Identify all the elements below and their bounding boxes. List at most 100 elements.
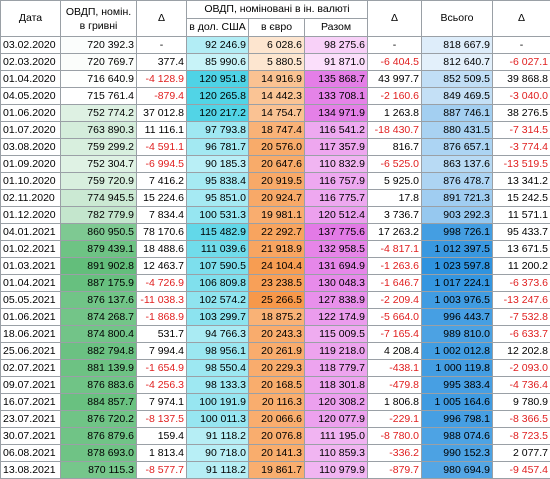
eur-cell: 20 919.5 <box>249 173 305 190</box>
delta-fx-cell: -438.1 <box>368 360 422 377</box>
total-cell: 812 640.7 <box>422 54 493 71</box>
delta-uah-cell: -8 137.5 <box>137 411 187 428</box>
uah-cell: 759 299.2 <box>61 139 137 156</box>
delta-total-cell: -6 373.6 <box>493 275 550 292</box>
delta-fx-cell: 1 806.8 <box>368 394 422 411</box>
eur-cell: 20 076.8 <box>249 428 305 445</box>
delta-uah-cell: - <box>137 37 187 54</box>
delta-fx-cell: -336.2 <box>368 445 422 462</box>
usd-cell: 115 482.9 <box>187 224 249 241</box>
delta-uah-cell: 7 416.2 <box>137 173 187 190</box>
usd-cell: 90 185.3 <box>187 156 249 173</box>
usd-cell: 91 118.2 <box>187 428 249 445</box>
fx-total-cell: 117 357.9 <box>305 139 368 156</box>
delta-total-cell: -13 247.6 <box>493 292 550 309</box>
date-cell: 18.06.2021 <box>1 326 61 343</box>
delta-uah-cell: -4 591.1 <box>137 139 187 156</box>
usd-cell: 100 011.3 <box>187 411 249 428</box>
delta-uah-cell: 159.4 <box>137 428 187 445</box>
usd-cell: 106 809.8 <box>187 275 249 292</box>
eur-cell: 20 168.5 <box>249 377 305 394</box>
delta-uah-cell: 7 974.1 <box>137 394 187 411</box>
delta-uah-cell: 7 834.4 <box>137 207 187 224</box>
delta-total-cell: -7 532.8 <box>493 309 550 326</box>
date-cell: 04.05.2020 <box>1 88 61 105</box>
fx-total-cell: 91 871.0 <box>305 54 368 71</box>
date-cell: 03.02.2020 <box>1 37 61 54</box>
delta-total-cell: -3 040.0 <box>493 88 550 105</box>
usd-cell: 100 191.9 <box>187 394 249 411</box>
fx-total-cell: 120 308.2 <box>305 394 368 411</box>
date-cell: 30.07.2021 <box>1 428 61 445</box>
total-cell: 980 694.9 <box>422 462 493 479</box>
fx-total-cell: 135 868.7 <box>305 71 368 88</box>
eur-cell: 23 238.5 <box>249 275 305 292</box>
header-uah: ОВДП, номін. в гривні <box>61 1 137 37</box>
eur-cell: 18 875.2 <box>249 309 305 326</box>
delta-total-cell: 11 200.2 <box>493 258 550 275</box>
total-cell: 887 746.1 <box>422 105 493 122</box>
delta-fx-cell: -4 817.1 <box>368 241 422 258</box>
uah-cell: 715 761.4 <box>61 88 137 105</box>
total-cell: 1 003 976.5 <box>422 292 493 309</box>
delta-fx-cell: -479.8 <box>368 377 422 394</box>
usd-cell: 92 246.9 <box>187 37 249 54</box>
delta-total-cell: 13 671.5 <box>493 241 550 258</box>
eur-cell: 20 576.0 <box>249 139 305 156</box>
total-cell: 876 657.1 <box>422 139 493 156</box>
header-delta-uah: Δ <box>137 1 187 37</box>
delta-fx-cell: -5 664.0 <box>368 309 422 326</box>
delta-fx-cell: -1 646.7 <box>368 275 422 292</box>
uah-cell: 752 304.7 <box>61 156 137 173</box>
total-cell: 880 431.5 <box>422 122 493 139</box>
uah-cell: 879 439.1 <box>61 241 137 258</box>
delta-fx-cell: -879.7 <box>368 462 422 479</box>
eur-cell: 20 261.9 <box>249 343 305 360</box>
header-delta-fx: Δ <box>368 1 422 37</box>
uah-cell: 720 392.3 <box>61 37 137 54</box>
header-date: Дата <box>1 1 61 37</box>
delta-uah-cell: -4 726.9 <box>137 275 187 292</box>
date-cell: 02.03.2020 <box>1 54 61 71</box>
eur-cell: 22 292.7 <box>249 224 305 241</box>
fx-total-cell: 116 541.2 <box>305 122 368 139</box>
date-cell: 13.08.2021 <box>1 462 61 479</box>
date-cell: 09.07.2021 <box>1 377 61 394</box>
usd-cell: 120 217.2 <box>187 105 249 122</box>
delta-uah-cell: 78 170.6 <box>137 224 187 241</box>
eur-cell: 6 028.6 <box>249 37 305 54</box>
total-cell: 1 012 397.5 <box>422 241 493 258</box>
date-cell: 01.07.2020 <box>1 122 61 139</box>
usd-cell: 103 299.7 <box>187 309 249 326</box>
eur-cell: 20 924.7 <box>249 190 305 207</box>
fx-total-cell: 122 174.9 <box>305 309 368 326</box>
delta-fx-cell: 4 208.4 <box>368 343 422 360</box>
date-cell: 01.06.2020 <box>1 105 61 122</box>
delta-uah-cell: 11 116.1 <box>137 122 187 139</box>
delta-fx-cell: - <box>368 37 422 54</box>
usd-cell: 95 838.4 <box>187 173 249 190</box>
usd-cell: 90 718.0 <box>187 445 249 462</box>
uah-cell: 870 115.3 <box>61 462 137 479</box>
total-cell: 1 017 224.1 <box>422 275 493 292</box>
header-delta-total: Δ <box>493 1 550 37</box>
fx-total-cell: 110 979.9 <box>305 462 368 479</box>
delta-uah-cell: -1 654.9 <box>137 360 187 377</box>
delta-uah-cell: -11 038.3 <box>137 292 187 309</box>
delta-fx-cell: -8 780.0 <box>368 428 422 445</box>
eur-cell: 21 918.9 <box>249 241 305 258</box>
uah-cell: 891 902.8 <box>61 258 137 275</box>
fx-total-cell: 120 512.4 <box>305 207 368 224</box>
date-cell: 06.08.2021 <box>1 445 61 462</box>
total-cell: 1 005 164.6 <box>422 394 493 411</box>
fx-total-cell: 131 694.9 <box>305 258 368 275</box>
